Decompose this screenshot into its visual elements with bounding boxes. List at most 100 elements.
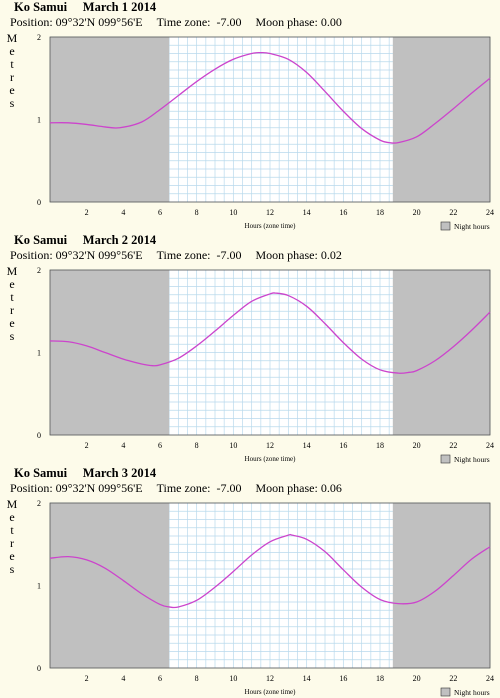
plot-border — [49, 502, 491, 669]
y-axis-label-letter: e — [9, 83, 14, 97]
legend-swatch — [440, 454, 451, 464]
x-axis-label: Hours (zone time) — [245, 455, 297, 463]
x-axis-label: Hours (zone time) — [245, 688, 297, 696]
x-tick-label: 6 — [158, 441, 162, 450]
y-axis-label-letter: e — [9, 510, 14, 524]
x-tick-label: 24 — [486, 441, 494, 450]
position-label: Position: 09°32'N 099°56'E — [10, 248, 143, 262]
x-tick-label: 12 — [266, 674, 274, 683]
tide-panel-day-2: Ko Samui March 2 2014 Position: 09°32'N … — [0, 233, 500, 465]
x-tick-label: 12 — [266, 208, 274, 217]
x-tick-label: 8 — [195, 674, 199, 683]
x-axis-label: Hours (zone time) — [245, 222, 297, 230]
x-tick-label: 4 — [121, 208, 125, 217]
location-name: Ko Samui — [14, 466, 68, 480]
night-shade — [50, 37, 170, 202]
x-tick-label: 10 — [229, 208, 237, 217]
tide-curve — [49, 533, 491, 609]
timezone-label: Time zone: -7.00 — [156, 481, 242, 495]
y-axis-label-letter: M — [7, 31, 18, 45]
x-tick-label: 22 — [449, 208, 457, 217]
y-axis-label-letter: s — [10, 562, 15, 576]
night-shade — [392, 37, 490, 202]
x-tick-label: 2 — [85, 208, 89, 217]
tide-curve — [49, 51, 491, 144]
x-tick-label: 16 — [339, 441, 347, 450]
legend-label: Night hours — [454, 222, 490, 231]
y-axis-label-letter: r — [10, 303, 14, 317]
legend-label: Night hours — [454, 688, 490, 697]
y-tick-label: 0 — [37, 664, 41, 673]
panel-title: Ko Samui March 3 2014 — [14, 466, 156, 481]
y-tick-label: 1 — [37, 349, 41, 358]
y-axis-label-letter: M — [7, 497, 18, 511]
legend-label: Night hours — [454, 455, 490, 464]
night-shade — [392, 270, 490, 435]
x-tick-label: 16 — [339, 674, 347, 683]
timezone-label: Time zone: -7.00 — [156, 248, 242, 262]
x-tick-label: 18 — [376, 441, 384, 450]
panel-info: Position: 09°32'N 099°56'E Time zone: -7.… — [10, 248, 356, 263]
y-axis-label-letter: s — [10, 96, 15, 110]
y-axis-label-letter: e — [9, 44, 14, 58]
x-tick-label: 4 — [121, 441, 125, 450]
night-shade — [50, 503, 170, 668]
x-tick-label: 16 — [339, 208, 347, 217]
moon-phase-label: Moon phase: 0.00 — [255, 15, 342, 29]
x-tick-label: 14 — [303, 208, 311, 217]
y-axis-label-letter: M — [7, 264, 18, 278]
x-tick-label: 18 — [376, 208, 384, 217]
plot-border — [49, 269, 491, 436]
x-tick-label: 8 — [195, 208, 199, 217]
panel-info: Position: 09°32'N 099°56'E Time zone: -7.… — [10, 481, 356, 496]
legend-swatch — [440, 221, 451, 231]
x-tick-label: 24 — [486, 674, 494, 683]
panel-title: Ko Samui March 2 2014 — [14, 233, 156, 248]
x-tick-label: 14 — [303, 441, 311, 450]
x-tick-label: 22 — [449, 674, 457, 683]
x-tick-label: 20 — [413, 674, 421, 683]
y-tick-label: 2 — [37, 499, 41, 508]
plot-border — [49, 36, 491, 203]
x-tick-label: 6 — [158, 674, 162, 683]
x-tick-label: 4 — [121, 674, 125, 683]
x-tick-label: 10 — [229, 441, 237, 450]
x-tick-label: 12 — [266, 441, 274, 450]
y-axis-label-letter: e — [9, 316, 14, 330]
timezone-label: Time zone: -7.00 — [156, 15, 242, 29]
y-tick-label: 0 — [37, 431, 41, 440]
y-axis-label-letter: t — [10, 57, 14, 71]
night-shade — [50, 270, 170, 435]
tide-panel-day-1: Ko Samui March 1 2014 Position: 09°32'N … — [0, 0, 500, 232]
x-tick-label: 20 — [413, 208, 421, 217]
y-axis-label-letter: r — [10, 70, 14, 84]
x-tick-label: 22 — [449, 441, 457, 450]
y-axis-label-letter: r — [10, 536, 14, 550]
y-tick-label: 2 — [37, 266, 41, 275]
x-tick-label: 10 — [229, 674, 237, 683]
y-axis-label-letter: e — [9, 277, 14, 291]
y-tick-label: 1 — [37, 582, 41, 591]
date-label: March 1 2014 — [82, 0, 157, 14]
y-axis-label-letter: t — [10, 290, 14, 304]
date-label: March 2 2014 — [82, 233, 157, 247]
y-axis-label-letter: e — [9, 549, 14, 563]
x-tick-label: 14 — [303, 674, 311, 683]
x-tick-label: 18 — [376, 674, 384, 683]
x-tick-label: 20 — [413, 441, 421, 450]
panel-title: Ko Samui March 1 2014 — [14, 0, 156, 15]
y-axis-label-letter: t — [10, 523, 14, 537]
panel-info: Position: 09°32'N 099°56'E Time zone: -7.… — [10, 15, 356, 30]
moon-phase-label: Moon phase: 0.02 — [255, 248, 342, 262]
moon-phase-label: Moon phase: 0.06 — [255, 481, 342, 495]
x-tick-label: 2 — [85, 674, 89, 683]
location-name: Ko Samui — [14, 233, 68, 247]
x-tick-label: 6 — [158, 208, 162, 217]
